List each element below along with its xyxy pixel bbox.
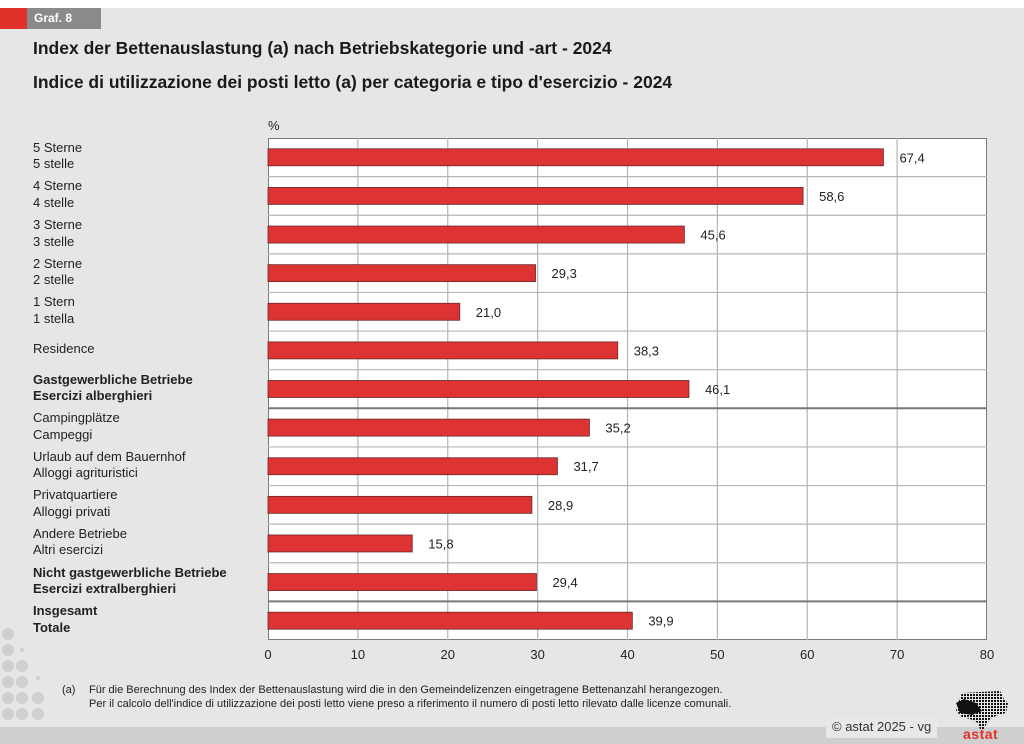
category-label-german: Andere Betriebe: [33, 525, 127, 541]
category-label-italian: Altri esercizi: [33, 542, 104, 558]
bottom-bar: [0, 727, 1024, 744]
category-label: 1 Stern 1 stella: [33, 294, 75, 327]
category-label-italian: 2 stelle: [33, 272, 75, 288]
bar-value-label: 15,8: [428, 536, 453, 551]
category-label-italian: Esercizi alberghieri: [33, 388, 153, 403]
bar-value-label: 31,7: [573, 459, 598, 474]
footnote: (a) Für die Berechnung des Index der Bet…: [62, 683, 731, 711]
bar-value-label: 45,6: [700, 228, 725, 243]
category-label-german: Residence: [33, 341, 95, 357]
bar-value-label: 58,6: [819, 189, 844, 204]
category-label-german: 3 Sterne: [33, 217, 83, 233]
category-label: Residence: [33, 341, 94, 358]
category-label: Urlaub auf dem Bauernhof Alloggi agrituri…: [33, 449, 185, 482]
title-german: Index der Bettenauslastung (a) nach Betr…: [33, 38, 612, 58]
astat-logo-text: astat: [963, 726, 999, 742]
bar-value-label: 46,1: [705, 382, 730, 397]
category-label-german: Privatquartiere: [33, 487, 118, 503]
category-label: Andere Betriebe Altri esercizi: [33, 526, 127, 559]
bar-value-label: 39,9: [648, 614, 673, 629]
x-tick-label: 10: [351, 647, 365, 662]
x-tick-label: 60: [800, 647, 814, 662]
category-label: Nicht gastgewerbliche Betriebe Esercizi e…: [33, 565, 227, 598]
category-label-italian: 3 stelle: [33, 233, 75, 249]
bar: [267, 457, 558, 476]
category-label-italian: Campeggi: [33, 426, 93, 442]
category-label-german: 2 Sterne: [33, 255, 83, 271]
x-tick-label: 80: [980, 647, 994, 662]
top-strip: [0, 0, 1024, 8]
category-label-german: 4 Sterne: [33, 178, 83, 194]
chart-number-badge: Graf. 8: [27, 8, 101, 29]
decorative-dots: [2, 628, 44, 720]
bar: [267, 380, 690, 398]
bar-value-label: 38,3: [634, 343, 659, 358]
bar: [267, 611, 633, 630]
category-label-german: 5 Sterne: [33, 139, 83, 155]
bar: [267, 225, 685, 244]
unit-label: %: [268, 118, 280, 133]
category-label: Campingplätze Campeggi: [33, 410, 120, 443]
category-label-italian: 5 stelle: [33, 156, 75, 172]
category-label-italian: Totale: [33, 619, 71, 635]
footnote-german: Für die Berechnung des Index der Bettena…: [89, 684, 723, 696]
category-label-italian: Esercizi extralberghieri: [33, 581, 177, 597]
x-tick-label: 40: [620, 647, 634, 662]
footnote-mark: (a): [62, 684, 76, 696]
bar-value-label: 67,4: [899, 150, 924, 165]
footnote-italian: Per il calcolo dell'indice di utilizzazi…: [89, 698, 732, 710]
bar-value-label: 28,9: [548, 498, 573, 513]
copyright-credit: © astat 2025 - vg: [826, 716, 938, 738]
category-label-italian: Alloggi privati: [33, 503, 111, 519]
category-label: Privatquartiere Alloggi privati: [33, 487, 118, 520]
bar: [267, 495, 533, 514]
bar: [267, 418, 590, 437]
x-tick-label: 30: [530, 647, 544, 662]
category-label-german: Insgesamt: [33, 603, 98, 619]
bar-value-label: 29,4: [552, 575, 577, 590]
bar-value-label: 35,2: [605, 421, 630, 436]
category-label: 4 Sterne 4 stelle: [33, 178, 82, 211]
category-label: 3 Sterne 3 stelle: [33, 217, 82, 250]
bar: [267, 187, 804, 205]
bar: [267, 534, 413, 553]
x-tick-label: 0: [264, 647, 271, 662]
bar-value-label: 21,0: [476, 305, 501, 320]
category-label-german: 1 Stern: [33, 294, 75, 310]
bar: [267, 148, 884, 167]
bar: [267, 264, 536, 283]
badge-accent: [0, 8, 27, 29]
category-label-italian: 1 stella: [33, 310, 75, 326]
category-label: Insgesamt Totale: [33, 603, 97, 636]
category-label-italian: Alloggi agrituristici: [33, 465, 138, 481]
x-tick-label: 70: [890, 647, 904, 662]
category-label-german: Nicht gastgewerbliche Betriebe: [33, 564, 227, 580]
category-label: 5 Sterne 5 stelle: [33, 140, 82, 173]
category-label-german: Urlaub auf dem Bauernhof: [33, 448, 186, 464]
category-label-german: Campingplätze: [33, 410, 120, 426]
x-tick-label: 20: [441, 647, 455, 662]
category-label: Gastgewerbliche Betriebe Esercizi albergh…: [33, 372, 193, 405]
category-label: 2 Sterne 2 stelle: [33, 256, 82, 289]
title-italian: Indice di utilizzazione dei posti letto …: [33, 72, 673, 92]
bar: [267, 573, 537, 591]
bar: [267, 341, 619, 360]
category-label-german: Gastgewerbliche Betriebe: [33, 371, 193, 387]
astat-logo-map-icon: [956, 691, 1008, 729]
x-tick-label: 50: [710, 647, 724, 662]
category-label-italian: 4 stelle: [33, 194, 75, 210]
bar-value-label: 29,3: [552, 266, 577, 281]
bar: [267, 302, 461, 321]
